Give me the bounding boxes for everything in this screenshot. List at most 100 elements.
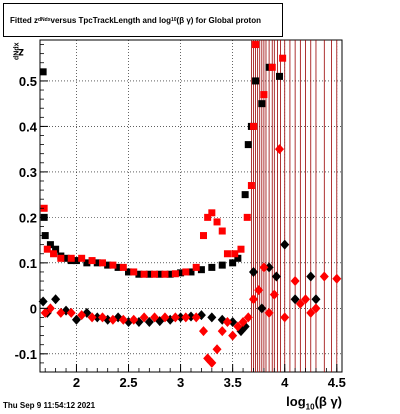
data-point-diamond [319, 271, 329, 282]
data-point-square [166, 270, 174, 278]
x-tick-label: 2.5 [119, 375, 137, 390]
data-point-square [67, 254, 75, 262]
x-tick-label: 3.5 [224, 375, 242, 390]
data-point-square [83, 259, 91, 267]
x-axis-label-main: log [286, 394, 306, 410]
data-point-square [140, 270, 148, 278]
data-point-diamond [207, 312, 217, 323]
data-point-square [57, 254, 65, 262]
data-point-square [249, 122, 257, 130]
data-point-square [229, 259, 237, 267]
data-point-diamond [40, 307, 50, 318]
data-point-square [46, 241, 54, 249]
data-point-diamond [306, 271, 316, 282]
data-point-diamond [269, 289, 279, 300]
data-point-square [244, 141, 252, 149]
data-point-square [247, 182, 255, 190]
data-point-square [208, 263, 216, 271]
data-point-diamond [144, 316, 154, 327]
data-point-square [213, 218, 221, 226]
data-point-diamond [238, 316, 248, 327]
data-point-diamond [51, 294, 61, 305]
data-point-square [78, 254, 86, 262]
data-point-square [50, 250, 58, 258]
data-point-diamond [129, 314, 139, 325]
data-point-diamond [160, 312, 170, 323]
data-point-square [237, 245, 245, 253]
x-axis-label-sub: 10 [305, 403, 315, 412]
y-tick-label: 0.5 [19, 74, 37, 89]
chart-title: Fitted z dNdx versus TpcTrackLength and l… [3, 3, 283, 37]
plot-area [39, 39, 343, 373]
plot-frame [39, 39, 343, 373]
data-point-diamond [311, 294, 321, 305]
data-point-square [218, 261, 226, 269]
data-point-square [177, 269, 185, 277]
data-point-square [40, 204, 48, 212]
data-point-square [125, 268, 133, 276]
data-point-square [204, 213, 212, 221]
data-point-square [93, 259, 101, 267]
title-part1: Fitted z [10, 15, 38, 25]
data-point-square [62, 254, 70, 262]
data-point-diamond [259, 262, 269, 273]
title-part3: (β γ) for Global proton [176, 15, 261, 25]
data-point-square [98, 259, 106, 267]
data-point-diamond [295, 298, 305, 309]
x-axis-label: log10(β γ) [286, 394, 342, 412]
data-point-diamond [248, 266, 258, 277]
data-point-diamond [254, 285, 264, 296]
data-point-square [182, 268, 190, 276]
data-point-diamond [71, 314, 81, 325]
y-tick-label: 0.4 [19, 119, 38, 134]
data-point-square [223, 250, 231, 258]
data-point-diamond [301, 294, 311, 305]
data-point-square [260, 91, 268, 99]
x-tick-label: 3 [177, 375, 184, 390]
data-point-square [119, 263, 127, 271]
data-point-square [151, 270, 159, 278]
data-point-square [241, 191, 249, 199]
data-point-diamond [150, 312, 160, 323]
data-markers [38, 41, 342, 368]
data-point-diamond [271, 271, 281, 282]
y-axis-label-main: z [18, 46, 24, 60]
data-point-square [234, 254, 242, 262]
data-point-square [156, 270, 164, 278]
data-point-diamond [97, 312, 107, 323]
data-point-square [268, 63, 276, 71]
data-point-diamond [77, 310, 87, 321]
data-point-diamond [222, 316, 232, 327]
data-point-square [231, 250, 239, 258]
data-point-diamond [290, 276, 300, 287]
data-point-diamond [56, 307, 66, 318]
data-point-diamond [257, 303, 267, 314]
x-axis-label-tail: (β γ) [314, 394, 342, 410]
data-point-square [276, 72, 284, 80]
data-point-diamond [311, 303, 321, 314]
data-point-diamond [264, 262, 274, 273]
data-point-square [192, 263, 200, 271]
title-part2: versus TpcTrackLength and log [50, 15, 171, 25]
y-axis-label: z dNdx [4, 40, 24, 80]
data-point-diamond [290, 294, 300, 305]
data-point-diamond [191, 312, 201, 323]
data-point-diamond [217, 326, 227, 337]
data-point-diamond [275, 144, 285, 155]
data-point-diamond [212, 344, 222, 355]
data-point-diamond [181, 312, 191, 323]
data-point-diamond [198, 326, 208, 337]
data-point-diamond [118, 314, 128, 325]
data-point-square [72, 257, 80, 265]
data-point-diamond [92, 312, 102, 323]
y-tick-label: 0.1 [19, 256, 37, 271]
data-point-square [145, 270, 153, 278]
data-point-square [243, 213, 251, 221]
title-sub2: 10 [170, 17, 177, 23]
data-point-diamond [108, 314, 118, 325]
title-sub1: dNdx [38, 17, 51, 23]
data-point-square [171, 270, 179, 278]
data-point-diamond [176, 312, 186, 323]
data-point-square [109, 261, 117, 269]
